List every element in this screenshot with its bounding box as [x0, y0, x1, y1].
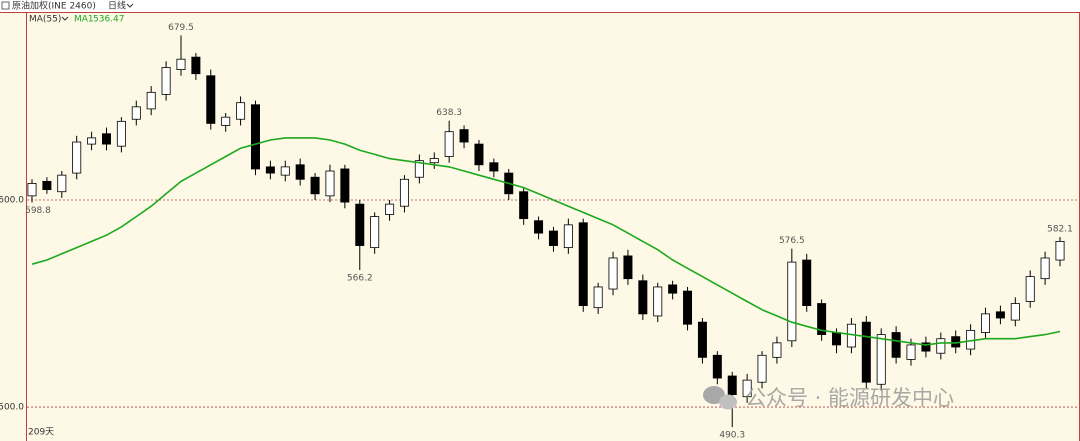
candle-body [995, 311, 1005, 319]
candle-body [101, 133, 111, 145]
dropdown-arrow[interactable] [61, 16, 69, 21]
candle-body [623, 255, 633, 280]
candle-body [57, 174, 67, 193]
candle-body [42, 180, 52, 191]
candle-body [459, 129, 469, 143]
value-label: 679.5 [168, 23, 194, 33]
candle-body [1055, 241, 1065, 261]
candle-body [921, 342, 931, 352]
candle-body [161, 67, 171, 95]
watermark-icon [703, 386, 737, 410]
indicator: MA(55) [29, 15, 61, 25]
candle-body [936, 338, 946, 354]
candle-body [891, 332, 901, 358]
candle-body [355, 203, 365, 246]
candle-body [280, 166, 290, 176]
candle-body [414, 160, 424, 178]
candle-body [727, 375, 737, 396]
candle-body [817, 303, 827, 335]
candle-body [861, 321, 871, 383]
chart-title: 原油加权(INE 2460) [12, 0, 96, 12]
candle-body [653, 286, 663, 317]
candle-body [578, 222, 588, 306]
candle-body [981, 313, 991, 333]
candle-body [876, 334, 886, 385]
candle-body [206, 75, 216, 124]
candle-body [385, 203, 395, 215]
y-tick-label: 500.0 [0, 403, 24, 413]
candle-body [712, 354, 722, 379]
candle-body [310, 176, 320, 195]
span-label: 209天 [28, 428, 54, 438]
candle-body [146, 91, 156, 110]
candle-body [742, 379, 752, 398]
candle-body [340, 168, 350, 203]
candle-body [668, 284, 678, 294]
candle-body [221, 116, 231, 126]
header-bar [0, 0, 1080, 12]
menu-icon[interactable] [1, 1, 10, 10]
value-label: 490.3 [719, 431, 745, 441]
candle-body [474, 143, 484, 166]
candle-body [27, 183, 37, 197]
ma-line [31, 137, 1061, 346]
candle-body [832, 332, 842, 346]
value-label: 598.8 [25, 206, 51, 216]
candle-body [519, 191, 529, 220]
candle-body [548, 230, 558, 246]
candle-body [787, 261, 797, 342]
candle-body [697, 321, 707, 358]
ma-layer [31, 137, 1061, 346]
candle-body [683, 290, 693, 325]
candle-body [608, 257, 618, 290]
candle-body [593, 286, 603, 309]
watermark: 公众号 · 能源研发中心 [745, 386, 954, 410]
candle-body [116, 120, 126, 147]
candle-body [295, 164, 305, 180]
candle-body [236, 102, 246, 120]
period[interactable]: 日线 [108, 0, 126, 12]
candle-body [802, 259, 812, 306]
candle-body [638, 280, 648, 315]
candles [27, 35, 1065, 428]
candle-body [370, 216, 380, 249]
candle-body [265, 166, 275, 174]
candle-body [563, 224, 573, 249]
value-label: 576.5 [779, 236, 805, 246]
candle-body [1025, 276, 1035, 302]
legend-name: MA1 [74, 15, 94, 25]
candle-body [325, 170, 335, 197]
candle-body [534, 220, 544, 234]
candle-body [444, 131, 454, 157]
candle-body [429, 158, 439, 164]
legend-value: 536.47 [93, 15, 125, 25]
candle-body [176, 58, 186, 70]
candle-body [87, 137, 97, 145]
candle-body [772, 342, 782, 358]
y-tick-label: 600.0 [0, 195, 24, 205]
dropdown-arrow[interactable] [126, 3, 134, 8]
candle-body [1040, 257, 1050, 280]
value-label: 638.3 [436, 108, 462, 118]
candle-body [191, 56, 201, 75]
candle-body [757, 354, 767, 383]
candle-body [72, 141, 82, 174]
candle-body [131, 106, 141, 120]
candle-body [1010, 303, 1020, 321]
candle-body [906, 344, 916, 360]
candle-body [399, 178, 409, 207]
value-label: 582.1 [1047, 225, 1073, 235]
candle-body [250, 104, 260, 170]
value-label: 566.2 [347, 273, 373, 283]
candle-body [489, 162, 499, 172]
